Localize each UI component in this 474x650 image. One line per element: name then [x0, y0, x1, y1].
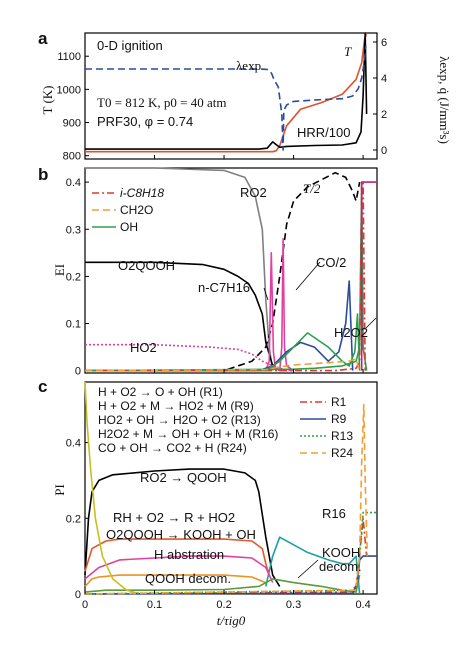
annotation-hrr: HRR/100 [297, 125, 350, 140]
annotation-qooh-decom: QOOH decom. [145, 571, 231, 586]
panel-a-frame [84, 32, 378, 160]
y-axis-label: PI [52, 484, 67, 496]
legend-label: R9 [331, 412, 347, 426]
panel-label-a: a [38, 29, 48, 48]
y-axis-label: EI [52, 264, 67, 276]
annotation-t2: T/2 [303, 181, 321, 196]
legend-label: i-C8H18 [120, 186, 164, 200]
annotation-lambda: λexp [236, 58, 261, 73]
reaction-text: H + O2 + M → HO2 + M (R9) [98, 399, 254, 413]
y-tick-label: 0.4 [66, 177, 81, 189]
series-line-r24 [84, 403, 369, 595]
annotation-ho2: HO2 [130, 340, 157, 355]
series-line-ro2-qooh [84, 468, 281, 587]
legend-label: OH [120, 220, 138, 234]
reaction-text: H2O2 + M → OH + OH + M (R16) [98, 427, 278, 441]
y-tick-label: 0.3 [66, 224, 81, 236]
series-line-qooh-decom- [84, 574, 267, 587]
annotation-rh-o2: RH + O2 → R + HO2 [113, 510, 235, 525]
y-tick-label: 0.2 [66, 513, 81, 525]
y-tick-label: 0.4 [66, 438, 81, 450]
annotation-co2: CO/2 [316, 255, 346, 270]
x-tick-label: 0.2 [216, 599, 231, 611]
series-line-ch2o [84, 358, 361, 372]
annotation-o2qooh: O2QOOH [118, 258, 175, 273]
y-tick-label: 800 [63, 151, 81, 163]
legend-label: R24 [331, 446, 353, 460]
series-line-h2o2 [85, 313, 361, 372]
series-line-step [360, 181, 377, 371]
annotation-ro2-qooh: RO2 → QOOH [140, 470, 227, 485]
annotation-o2qooh-kooh: O2QOOH → KOOH + OH [106, 527, 256, 542]
y-tick-label: 4 [381, 73, 387, 85]
series-line-t-2 [85, 171, 361, 372]
pointer-line [365, 317, 377, 329]
annotation-fuel: PRF30, φ = 0.74 [97, 114, 193, 129]
pointer-line [295, 261, 321, 291]
y-tick-label: 0 [75, 589, 81, 601]
reaction-text: CO + OH → CO2 + H (R24) [98, 441, 247, 455]
annotation-ro2: RO2 [240, 185, 267, 200]
series-line-ho2 [85, 343, 294, 372]
series-line-i-c8h18 [85, 181, 366, 372]
panel-b-frame [84, 167, 378, 374]
y-axis-label: T (K) [40, 85, 55, 114]
legend-label: R1 [331, 395, 347, 409]
y-tick-label: 2 [381, 109, 387, 121]
series-line-hrr-100 [85, 32, 368, 150]
pointer-line [297, 559, 319, 579]
y2-axis-label: λexp, q̇ (J/mm³s) [437, 56, 452, 144]
legend-label: R13 [331, 429, 353, 443]
annotation-temperature: T [344, 44, 352, 59]
y-tick-label: 0 [381, 145, 387, 157]
panel-label-c: c [38, 377, 47, 396]
series-line-r16 [265, 536, 361, 595]
annotation-nc7h16: n-C7H16 [198, 280, 250, 295]
x-tick-label: 0 [82, 599, 88, 611]
annotation-kooh-decom: decom. [319, 559, 362, 574]
pointer-line [263, 287, 269, 301]
series-line-oh [84, 181, 368, 372]
series-line-n-c7h16 [85, 280, 354, 372]
series-line-fast-initial [84, 381, 141, 595]
annotation-h-abstraction: H abstration [154, 547, 224, 562]
x-tick-label: 0.4 [355, 599, 370, 611]
x-tick-label: 0.3 [286, 599, 301, 611]
series-line-t [85, 32, 368, 153]
legend-label: CH2O [120, 203, 153, 217]
series-line-co-2 [85, 237, 295, 372]
reaction-text: H + O2 → O + OH (R1) [98, 385, 223, 399]
annotation-h2o2: H2O2 [334, 325, 368, 340]
x-tick-label: 0.1 [147, 599, 162, 611]
y-tick-label: 0 [75, 366, 81, 378]
y-tick-label: 6 [381, 37, 387, 49]
reaction-text: HO2 + OH → H2O + O2 (R13) [98, 413, 261, 427]
annotation-r16: R16 [322, 506, 346, 521]
annotation-title: 0-D ignition [97, 38, 163, 53]
y-tick-label: 1100 [57, 51, 81, 63]
annotation-conditions: T0 = 812 K, p0 = 40 atm [97, 95, 227, 110]
y-tick-label: 1000 [57, 84, 81, 96]
y-tick-label: 0.1 [66, 319, 81, 331]
panel-label-b: b [38, 165, 48, 184]
annotation-kooh: KOOH [322, 545, 360, 560]
x-axis-label: t/τig0 [217, 613, 246, 628]
series-line-o2qooh [85, 261, 281, 372]
y-tick-label: 0.2 [66, 271, 81, 283]
series-line--exp [85, 45, 367, 151]
y-tick-label: 900 [63, 118, 81, 130]
series-line-ro2 [85, 167, 274, 371]
series-line-rh-o2 [84, 538, 270, 576]
